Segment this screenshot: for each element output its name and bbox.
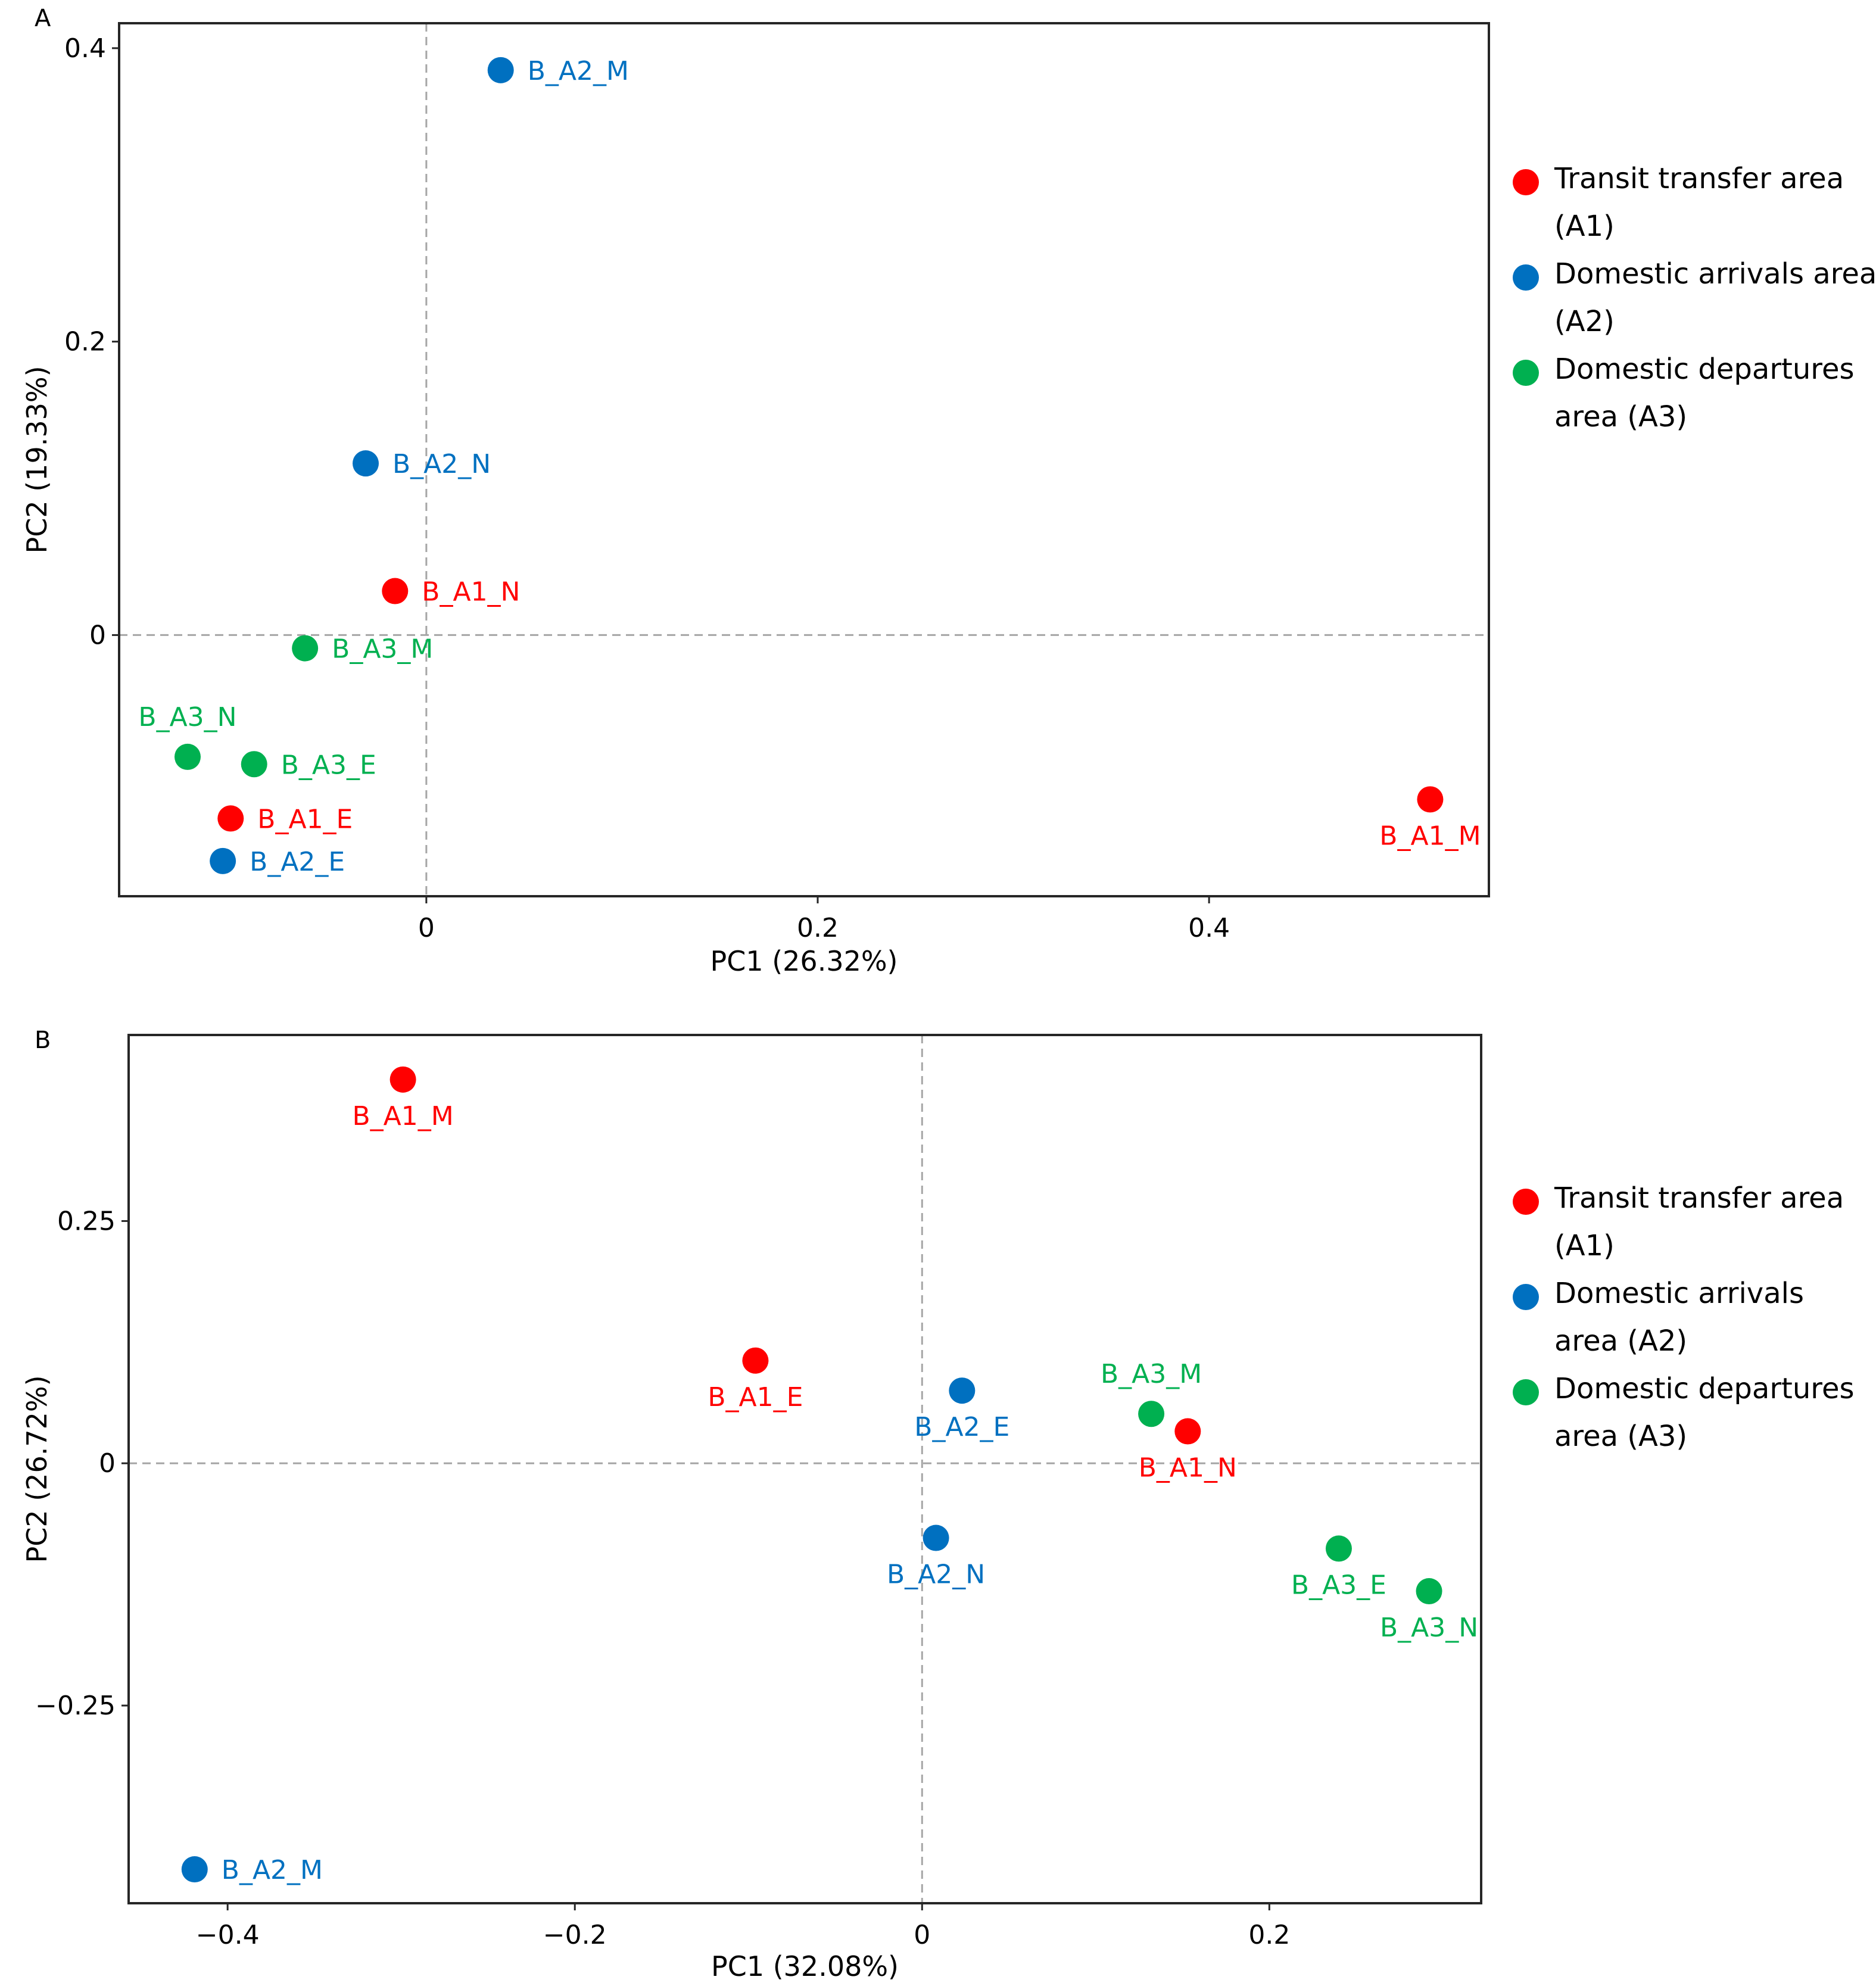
data-point	[210, 847, 236, 874]
x-axis-title: PC1 (26.32%)	[710, 945, 898, 977]
point-label: B_A3_E	[1291, 1570, 1386, 1600]
legend-marker	[1513, 360, 1539, 386]
panel-letter: A	[35, 5, 51, 32]
x-tick-label: 0.2	[1248, 1920, 1290, 1950]
panel-letter: B	[35, 1027, 51, 1054]
data-point	[382, 578, 409, 604]
point-label: B_A2_M	[528, 56, 629, 86]
y-tick-label: −0.25	[35, 1691, 116, 1721]
point-label: B_A3_M	[1101, 1359, 1202, 1389]
x-tick-label: −0.2	[543, 1920, 607, 1950]
data-point	[181, 1856, 208, 1883]
data-point	[353, 450, 379, 477]
point-label: B_A1_N	[422, 577, 520, 607]
data-point	[217, 805, 244, 832]
legend-label: (A1)	[1554, 210, 1615, 243]
legend-marker	[1513, 1379, 1539, 1405]
legend-marker	[1513, 1284, 1539, 1310]
x-tick-label: 0.4	[1188, 913, 1230, 943]
legend-label: area (A3)	[1554, 400, 1687, 434]
legend-label: (A1)	[1554, 1229, 1615, 1262]
data-point	[174, 743, 201, 770]
y-tick-label: 0.2	[64, 327, 106, 357]
point-label: B_A1_N	[1139, 1453, 1237, 1483]
y-tick-label: 0	[99, 1448, 116, 1479]
point-label: B_A1_E	[257, 804, 353, 834]
point-label: B_A3_M	[332, 634, 433, 665]
data-point	[1138, 1401, 1165, 1427]
x-axis-title: PC1 (32.08%)	[711, 1950, 899, 1982]
point-label: B_A3_N	[138, 702, 236, 732]
data-point	[389, 1066, 416, 1093]
legend-label: Domestic arrivals area	[1554, 257, 1876, 291]
legend-label: Transit transfer area	[1554, 1181, 1844, 1215]
data-point	[949, 1377, 976, 1404]
data-point	[742, 1347, 769, 1374]
point-label: B_A2_N	[392, 449, 491, 479]
legend-label: area (A3)	[1554, 1420, 1687, 1453]
x-tick-label: −0.4	[196, 1920, 260, 1950]
point-label: B_A2_N	[887, 1560, 985, 1590]
data-point	[487, 57, 514, 83]
point-label: B_A2_M	[222, 1855, 323, 1885]
data-point	[1417, 786, 1444, 813]
point-label: B_A2_E	[250, 847, 345, 877]
legend-marker	[1513, 264, 1539, 291]
point-label: B_A1_E	[708, 1382, 803, 1413]
legend-label: (A2)	[1554, 305, 1615, 338]
plot-frame	[118, 22, 1490, 897]
y-axis-title: PC2 (26.72%)	[21, 1375, 53, 1563]
y-tick-label: 0	[89, 620, 106, 650]
point-label: B_A3_N	[1380, 1613, 1478, 1643]
legend-marker	[1513, 169, 1539, 195]
legend-label: Domestic departures	[1554, 353, 1855, 386]
x-tick-label: 0.2	[797, 913, 839, 943]
y-axis-title: PC2 (19.33%)	[21, 366, 53, 553]
point-label: B_A3_E	[281, 750, 376, 780]
y-tick-label: 0.25	[57, 1206, 116, 1236]
legend-label: Transit transfer area	[1554, 162, 1844, 195]
plot-frame	[127, 1034, 1482, 1904]
legend-label: area (A2)	[1554, 1324, 1687, 1358]
x-tick-label: 0	[914, 1920, 930, 1950]
data-point	[241, 751, 267, 778]
point-label: B_A2_E	[914, 1412, 1009, 1442]
data-point	[1416, 1578, 1442, 1605]
legend-label: Domestic arrivals	[1554, 1277, 1804, 1310]
data-point	[292, 635, 319, 662]
legend-marker	[1513, 1189, 1539, 1215]
data-point	[1174, 1418, 1201, 1445]
data-point	[1325, 1535, 1352, 1562]
point-label: B_A1_M	[1379, 821, 1481, 851]
panel-a: A 0 0.2 0.4 0 0.2 0.4 PC1 (26.32%) PC2 (19.33%) B…	[21, 5, 1876, 977]
x-tick-label: 0	[418, 913, 435, 943]
data-point	[923, 1524, 949, 1551]
y-tick-label: 0.4	[64, 33, 106, 64]
panel-b: B −0.4 −0.2 0 0.2 0.25 0 −0.25 PC1 (32.08%) PC2 (…	[21, 1027, 1855, 1982]
point-label: B_A1_M	[352, 1101, 453, 1131]
legend-label: Domestic departures	[1554, 1372, 1855, 1405]
